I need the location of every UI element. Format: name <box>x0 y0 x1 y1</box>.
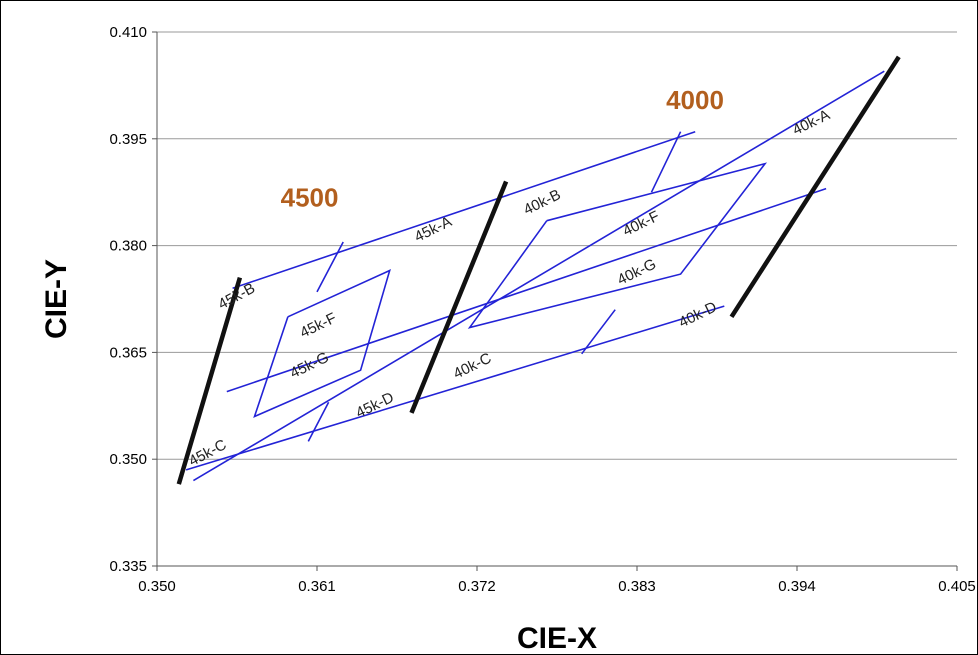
bin-label: 40k-F <box>620 208 662 240</box>
cct-label: 4500 <box>281 182 339 212</box>
y-tick-label: 0.335 <box>109 558 147 575</box>
bin-boundary-line <box>253 269 391 418</box>
bin-label: 40k-D <box>676 298 720 331</box>
bin-boundary-line <box>226 187 827 393</box>
isotherm-lines <box>176 55 901 485</box>
bin-boundary-line <box>192 70 885 482</box>
x-tick-label: 0.350 <box>138 578 176 595</box>
axes <box>152 31 958 571</box>
bin-labels: 45k-B45k-F45k-G45k-C45k-D45k-A40k-B40k-C… <box>186 85 833 470</box>
y-tick-label: 0.350 <box>109 451 147 468</box>
bin-label: 45k-D <box>353 389 397 422</box>
isotherm-line <box>176 276 243 485</box>
x-axis-title: CIE-X <box>517 622 597 655</box>
y-tick-label: 0.365 <box>109 344 147 361</box>
x-tick-label: 0.394 <box>778 578 816 595</box>
bin-boundary-line <box>316 241 344 293</box>
bin-label: 45k-A <box>412 213 455 245</box>
y-tick-label: 0.380 <box>109 238 147 255</box>
bin-boundary-line <box>232 130 696 290</box>
bin-boundaries <box>185 70 885 482</box>
bin-boundary-line <box>650 131 682 193</box>
bin-boundary-line <box>307 401 330 442</box>
x-tick-label: 0.405 <box>938 578 976 595</box>
cct-label: 4000 <box>666 85 724 115</box>
tick-labels: 0.335 0.350 0.365 0.380 0.395 0.410 0.350 0.361… <box>109 24 975 595</box>
isotherm-line <box>729 55 901 319</box>
bin-boundary-line <box>185 305 725 471</box>
bin-boundary-line <box>467 162 768 329</box>
bin-label: 40k-G <box>615 256 659 289</box>
y-tick-label: 0.410 <box>109 24 147 41</box>
x-tick-label: 0.372 <box>458 578 496 595</box>
gridlines <box>157 31 957 460</box>
bin-boundary-line <box>581 309 616 355</box>
bin-label: 45k-F <box>297 310 339 342</box>
y-tick-label: 0.395 <box>109 131 147 148</box>
x-tick-label: 0.361 <box>298 578 336 595</box>
bin-label: 40k-A <box>790 106 833 138</box>
bin-label: 40k-B <box>521 186 564 218</box>
x-tick-label: 0.383 <box>618 578 656 595</box>
isotherm-line <box>409 180 509 414</box>
y-axis-title: CIE-Y <box>40 259 73 339</box>
bin-label: 45k-G <box>287 349 331 382</box>
